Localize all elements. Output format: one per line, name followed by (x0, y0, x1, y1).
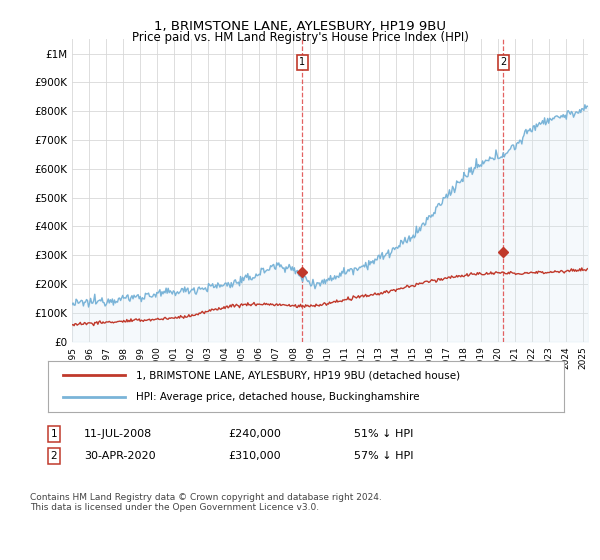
Text: 57% ↓ HPI: 57% ↓ HPI (354, 451, 413, 461)
Text: 2: 2 (50, 451, 58, 461)
Text: 11-JUL-2008: 11-JUL-2008 (84, 429, 152, 439)
Text: 30-APR-2020: 30-APR-2020 (84, 451, 155, 461)
Text: 1: 1 (299, 57, 305, 67)
Text: 1: 1 (50, 429, 58, 439)
Text: Price paid vs. HM Land Registry's House Price Index (HPI): Price paid vs. HM Land Registry's House … (131, 31, 469, 44)
Text: HPI: Average price, detached house, Buckinghamshire: HPI: Average price, detached house, Buck… (136, 393, 419, 403)
Text: 1, BRIMSTONE LANE, AYLESBURY, HP19 9BU (detached house): 1, BRIMSTONE LANE, AYLESBURY, HP19 9BU (… (136, 370, 460, 380)
Text: Contains HM Land Registry data © Crown copyright and database right 2024.
This d: Contains HM Land Registry data © Crown c… (30, 493, 382, 512)
Text: £310,000: £310,000 (228, 451, 281, 461)
Text: 1, BRIMSTONE LANE, AYLESBURY, HP19 9BU: 1, BRIMSTONE LANE, AYLESBURY, HP19 9BU (154, 20, 446, 32)
Text: 2: 2 (500, 57, 506, 67)
Text: 51% ↓ HPI: 51% ↓ HPI (354, 429, 413, 439)
Text: £240,000: £240,000 (228, 429, 281, 439)
